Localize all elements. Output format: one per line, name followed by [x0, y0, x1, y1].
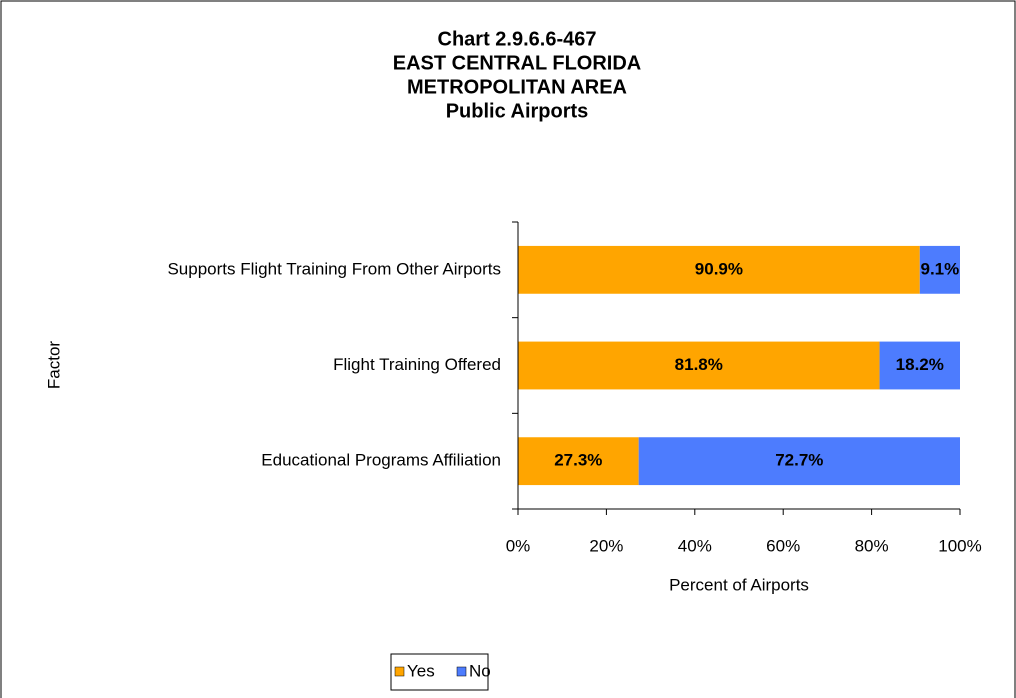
- y-tick-label: Educational Programs Affiliation: [261, 451, 501, 470]
- x-axis-label: Percent of Airports: [669, 575, 809, 594]
- chart-title: METROPOLITAN AREA: [407, 76, 627, 98]
- bar-segment: [879, 341, 960, 390]
- data-label: 81.8%: [675, 355, 723, 374]
- bar-segment: [919, 245, 960, 294]
- data-label: 72.7%: [775, 451, 823, 470]
- y-tick-label: Flight Training Offered: [333, 355, 501, 374]
- chart-title: EAST CENTRAL FLORIDA: [393, 52, 642, 74]
- legend-label: No: [469, 661, 491, 680]
- x-tick-label: 20%: [589, 536, 623, 555]
- data-label: 90.9%: [695, 259, 743, 278]
- chart-title: Chart 2.9.6.6-467: [438, 28, 597, 50]
- x-tick-label: 40%: [678, 536, 712, 555]
- legend-swatch: [456, 666, 467, 677]
- bar-segment: [638, 437, 960, 486]
- bar-segment: [518, 341, 880, 390]
- data-label: 18.2%: [896, 355, 944, 374]
- bar-segment: [518, 437, 639, 486]
- x-tick-label: 0%: [506, 536, 531, 555]
- y-axis-label: Factor: [44, 341, 63, 390]
- x-tick-label: 100%: [938, 536, 981, 555]
- data-label: 9.1%: [921, 259, 960, 278]
- chart-title: Public Airports: [446, 100, 589, 122]
- x-tick-label: 80%: [855, 536, 889, 555]
- y-tick-label: Supports Flight Training From Other Airp…: [167, 259, 501, 278]
- x-tick-label: 60%: [766, 536, 800, 555]
- legend-box: [390, 653, 489, 691]
- legend-swatch: [394, 666, 405, 677]
- bar-segment: [518, 245, 920, 294]
- legend-label: Yes: [407, 661, 435, 680]
- data-label: 27.3%: [554, 451, 602, 470]
